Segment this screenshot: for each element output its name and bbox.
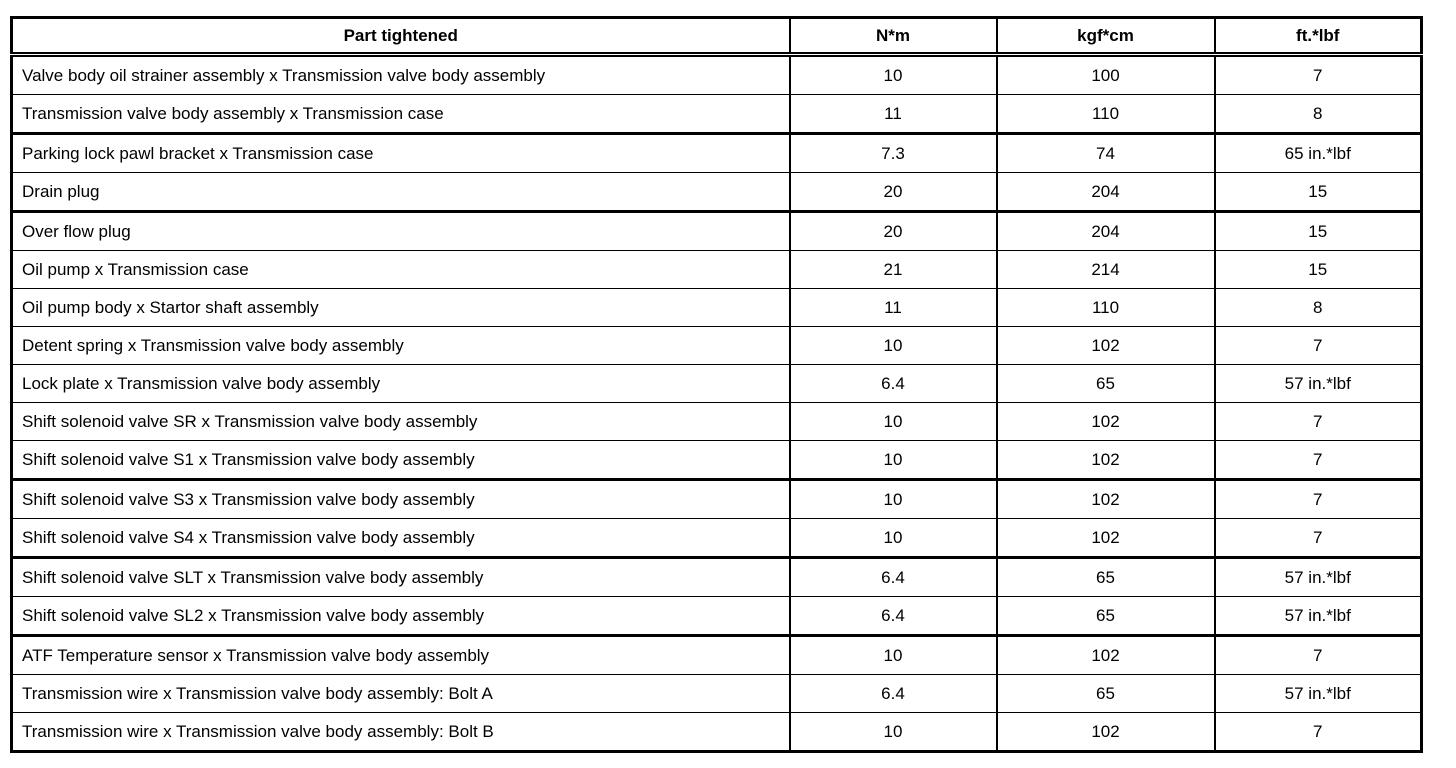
kgfcm-value-cell: 102	[995, 635, 1215, 675]
part-tightened-cell: Shift solenoid valve S1 x Transmission v…	[11, 440, 790, 481]
ftlbf-value-cell: 57 in.*lbf	[1213, 674, 1422, 713]
ftlbf-value-cell: 7	[1213, 440, 1422, 481]
kgfcm-value-cell: 65	[995, 557, 1215, 597]
nm-value-cell: 11	[788, 94, 997, 135]
col-header-nm: N*m	[788, 17, 997, 57]
part-tightened-cell: Oil pump body x Startor shaft assembly	[11, 288, 790, 327]
kgfcm-value-cell: 102	[995, 402, 1215, 441]
nm-value-cell: 11	[788, 288, 997, 327]
ftlbf-value-cell: 15	[1213, 172, 1422, 213]
kgfcm-value-cell: 102	[995, 479, 1215, 519]
ftlbf-value-cell: 7	[1213, 635, 1422, 675]
part-tightened-cell: Parking lock pawl bracket x Transmission…	[11, 133, 790, 173]
ftlbf-value-cell: 57 in.*lbf	[1213, 596, 1422, 637]
nm-value-cell: 10	[788, 479, 997, 519]
nm-value-cell: 21	[788, 250, 997, 289]
ftlbf-value-cell: 7	[1213, 518, 1422, 559]
kgfcm-value-cell: 102	[995, 326, 1215, 365]
table-row: Shift solenoid valve S1 x Transmission v…	[11, 440, 1422, 481]
kgfcm-value-cell: 214	[995, 250, 1215, 289]
nm-value-cell: 6.4	[788, 596, 997, 637]
kgfcm-value-cell: 74	[995, 133, 1215, 173]
table-row: Drain plug 20 204 15	[11, 172, 1422, 213]
ftlbf-value-cell: 57 in.*lbf	[1213, 557, 1422, 597]
header-row: Part tightened N*m kgf*cm ft.*lbf	[11, 17, 1422, 57]
ftlbf-value-cell: 7	[1213, 712, 1422, 752]
part-tightened-cell: Shift solenoid valve S4 x Transmission v…	[11, 518, 790, 559]
nm-value-cell: 10	[788, 326, 997, 365]
kgfcm-value-cell: 102	[995, 518, 1215, 559]
kgfcm-value-cell: 102	[995, 440, 1215, 481]
kgfcm-value-cell: 100	[995, 54, 1215, 95]
part-tightened-cell: Transmission wire x Transmission valve b…	[11, 712, 790, 752]
nm-value-cell: 10	[788, 712, 997, 752]
table-row: Lock plate x Transmission valve body ass…	[11, 364, 1422, 403]
col-header-kgfcm: kgf*cm	[995, 17, 1215, 57]
ftlbf-value-cell: 8	[1213, 94, 1422, 135]
kgfcm-value-cell: 204	[995, 211, 1215, 251]
col-header-ftlbf: ft.*lbf	[1213, 17, 1422, 57]
table-row: Transmission wire x Transmission valve b…	[11, 712, 1422, 752]
table-row: ATF Temperature sensor x Transmission va…	[11, 635, 1422, 675]
table-row: Shift solenoid valve SLT x Transmission …	[11, 557, 1422, 597]
kgfcm-value-cell: 65	[995, 596, 1215, 637]
ftlbf-value-cell: 15	[1213, 250, 1422, 289]
part-tightened-cell: Shift solenoid valve SR x Transmission v…	[11, 402, 790, 441]
table-row: Shift solenoid valve SL2 x Transmission …	[11, 596, 1422, 637]
ftlbf-value-cell: 15	[1213, 211, 1422, 251]
part-tightened-cell: Drain plug	[11, 172, 790, 213]
nm-value-cell: 10	[788, 440, 997, 481]
table-row: Shift solenoid valve S4 x Transmission v…	[11, 518, 1422, 559]
part-tightened-cell: Shift solenoid valve SLT x Transmission …	[11, 557, 790, 597]
part-tightened-cell: Transmission wire x Transmission valve b…	[11, 674, 790, 713]
kgfcm-value-cell: 204	[995, 172, 1215, 213]
part-tightened-cell: Lock plate x Transmission valve body ass…	[11, 364, 790, 403]
kgfcm-value-cell: 102	[995, 712, 1215, 752]
ftlbf-value-cell: 57 in.*lbf	[1213, 364, 1422, 403]
part-tightened-cell: Oil pump x Transmission case	[11, 250, 790, 289]
table-row: Oil pump body x Startor shaft assembly 1…	[11, 288, 1422, 327]
kgfcm-value-cell: 65	[995, 674, 1215, 713]
kgfcm-value-cell: 110	[995, 288, 1215, 327]
kgfcm-value-cell: 110	[995, 94, 1215, 135]
nm-value-cell: 10	[788, 402, 997, 441]
col-header-part-tightened: Part tightened	[11, 17, 790, 57]
table-row: Shift solenoid valve S3 x Transmission v…	[11, 479, 1422, 519]
nm-value-cell: 6.4	[788, 364, 997, 403]
part-tightened-cell: Over flow plug	[11, 211, 790, 251]
table-row: Parking lock pawl bracket x Transmission…	[11, 133, 1422, 173]
nm-value-cell: 20	[788, 211, 997, 251]
ftlbf-value-cell: 8	[1213, 288, 1422, 327]
table-row: Oil pump x Transmission case 21 214 15	[11, 250, 1422, 289]
ftlbf-value-cell: 7	[1213, 54, 1422, 95]
part-tightened-cell: Shift solenoid valve S3 x Transmission v…	[11, 479, 790, 519]
table-row: Valve body oil strainer assembly x Trans…	[11, 54, 1422, 95]
table-row: Transmission valve body assembly x Trans…	[11, 94, 1422, 135]
part-tightened-cell: ATF Temperature sensor x Transmission va…	[11, 635, 790, 675]
table-row: Detent spring x Transmission valve body …	[11, 326, 1422, 365]
part-tightened-cell: Valve body oil strainer assembly x Trans…	[11, 54, 790, 95]
table-body: Valve body oil strainer assembly x Trans…	[11, 54, 1422, 752]
nm-value-cell: 10	[788, 518, 997, 559]
table-row: Transmission wire x Transmission valve b…	[11, 674, 1422, 713]
torque-spec-table: Part tightened N*m kgf*cm ft.*lbf Valve …	[10, 16, 1423, 753]
part-tightened-cell: Shift solenoid valve SL2 x Transmission …	[11, 596, 790, 637]
nm-value-cell: 7.3	[788, 133, 997, 173]
nm-value-cell: 20	[788, 172, 997, 213]
nm-value-cell: 6.4	[788, 674, 997, 713]
kgfcm-value-cell: 65	[995, 364, 1215, 403]
nm-value-cell: 10	[788, 635, 997, 675]
nm-value-cell: 10	[788, 54, 997, 95]
ftlbf-value-cell: 7	[1213, 479, 1422, 519]
ftlbf-value-cell: 65 in.*lbf	[1213, 133, 1422, 173]
nm-value-cell: 6.4	[788, 557, 997, 597]
part-tightened-cell: Transmission valve body assembly x Trans…	[11, 94, 790, 135]
table-row: Over flow plug 20 204 15	[11, 211, 1422, 251]
ftlbf-value-cell: 7	[1213, 326, 1422, 365]
ftlbf-value-cell: 7	[1213, 402, 1422, 441]
table-row: Shift solenoid valve SR x Transmission v…	[11, 402, 1422, 441]
part-tightened-cell: Detent spring x Transmission valve body …	[11, 326, 790, 365]
